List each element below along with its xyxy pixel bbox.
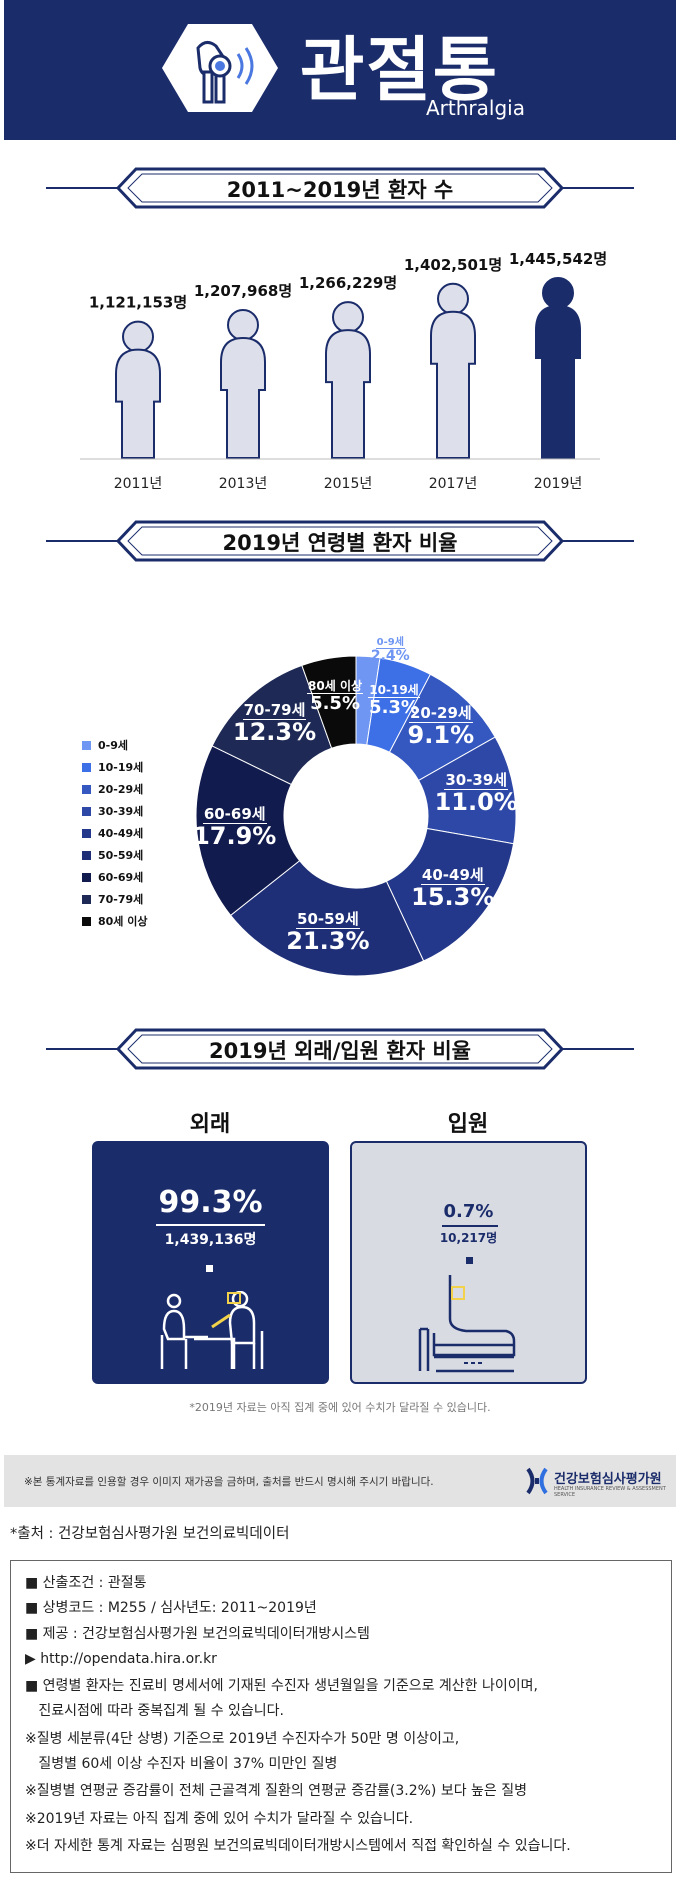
donut-label-70-79세: 70-79세 12.3% xyxy=(232,700,317,746)
donut-slice-80세 이상 xyxy=(301,655,357,749)
patient-count-label: 1,121,153명 xyxy=(89,294,187,312)
legend-item: 80세 이상 xyxy=(82,910,148,932)
donut-label-30-39세: 30-39세 11.0% xyxy=(434,770,518,816)
section-banner-age: 2019년 연령별 환자 비율 xyxy=(46,519,634,563)
info-line: ※더 자세한 통계 자료는 심평원 보건의료빅데이터개방시스템에서 직접 확인하… xyxy=(25,1837,571,1854)
section-title: 2019년 연령별 환자 비율 xyxy=(222,531,458,555)
inpatient-box: 0.7% 10,217명 xyxy=(350,1141,587,1384)
age-legend: 0-9세 10-19세 20-29세 30-39세 40-49세 50-59세 60-69세… xyxy=(82,734,148,932)
info-lines: ■ 산출조건 : 관절통 ■ 상병코드 : M255 / 심사년도: 2011~2… xyxy=(25,1573,571,1861)
info-box: ■ 산출조건 : 관절통 ■ 상병코드 : M255 / 심사년도: 2011~2… xyxy=(10,1560,672,1873)
inpatient-title: 입원 xyxy=(447,1112,489,1137)
page-subtitle: Arthralgia xyxy=(426,96,525,120)
info-line: ※질병별 연평균 증감률이 전체 근골격계 질환의 연평균 증감률(3.2%) … xyxy=(25,1783,528,1800)
info-line: ■ 연령별 환자는 진료비 명세서에 기재된 수진자 생년월일을 기준으로 계산… xyxy=(25,1678,538,1695)
banner-shape xyxy=(46,520,634,562)
outpatient-title: 외래 xyxy=(189,1112,231,1137)
doctor-consultation-icon xyxy=(160,1291,264,1369)
legend-item: 10-19세 xyxy=(82,756,148,778)
donut-slice-40-49세 xyxy=(385,827,515,962)
banner-shape xyxy=(46,167,634,209)
legend-item: 70-79세 xyxy=(82,888,148,910)
inout-note: *2019년 자료는 아직 집계 중에 있어 수치가 달라질 수 있습니다. xyxy=(189,1401,491,1414)
donut-label-60-69세: 60-69세 17.9% xyxy=(193,804,277,850)
year-label: 2011년 xyxy=(114,476,163,492)
donut-label-40-49세: 40-49세 15.3% xyxy=(411,865,495,911)
info-line: ※2019년 자료는 아직 집계 중에 있어 수치가 달라질 수 있습니다. xyxy=(25,1810,414,1827)
patients-chart: 1,121,153명 2011년 1,207,968명 2013년 1,266,229명… xyxy=(80,250,607,492)
donut-slice-50-59세 xyxy=(229,860,425,977)
info-line: ■ 제공 : 건강보험심사평가원 보건의료빅데이터개방시스템 xyxy=(25,1625,370,1642)
legend-item: 20-29세 xyxy=(82,778,148,800)
age-donut-chart xyxy=(195,655,517,977)
legend-item: 50-59세 xyxy=(82,844,148,866)
patient-count-label: 1,207,968명 xyxy=(194,282,292,300)
patient-count-label: 1,266,229명 xyxy=(299,274,397,292)
outpatient-box: 99.3% 1,439,136명 xyxy=(92,1141,329,1384)
donut-label-10-19세: 10-19세 5.3% xyxy=(368,683,420,719)
joint-icon xyxy=(162,24,278,112)
legend-item: 60-69세 xyxy=(82,866,148,888)
outpatient-percent: 99.3% xyxy=(158,1185,263,1220)
donut-label-20-29세: 20-29세 9.1% xyxy=(407,703,475,750)
hira-logo-text: 건강보험심사평가원 xyxy=(554,1472,662,1487)
patient-count-label: 1,445,542명 xyxy=(509,250,607,268)
header-banner xyxy=(4,0,676,140)
outpatient-count: 1,439,136명 xyxy=(164,1232,257,1248)
legend-item: 0-9세 xyxy=(82,734,148,756)
info-line: ■ 산출조건 : 관절통 xyxy=(25,1575,147,1591)
section-title: 2019년 외래/입원 환자 비율 xyxy=(209,1039,471,1063)
patient-count-label: 1,402,501명 xyxy=(404,256,502,274)
donut-slice-60-69세 xyxy=(195,745,301,917)
notice-text: ※본 통계자료를 인용할 경우 이미지 재가공을 금하며, 출처를 반드시 명시… xyxy=(24,1476,434,1488)
patient-figure-2013년 xyxy=(220,308,266,459)
patient-figure-2017년 xyxy=(430,282,476,459)
legend-item: 40-49세 xyxy=(82,822,148,844)
info-line: 질병별 60세 이상 수진자 비율이 37% 미만인 질병 xyxy=(25,1756,338,1773)
section-title: 2011~2019년 환자 수 xyxy=(226,178,454,202)
year-label: 2017년 xyxy=(429,476,478,492)
donut-label-50-59세: 50-59세 21.3% xyxy=(286,910,370,956)
year-label: 2013년 xyxy=(219,476,268,492)
patient-figure-2019년 xyxy=(535,277,581,459)
inpatient-percent: 0.7% xyxy=(443,1201,494,1222)
patient-figure-2011년 xyxy=(115,320,161,459)
info-line: ■ 상병코드 : M255 / 심사년도: 2011~2019년 xyxy=(25,1600,317,1617)
patient-figure-2015년 xyxy=(325,301,371,459)
info-line: 진료시점에 따라 중복집계 될 수 있습니다. xyxy=(25,1703,285,1720)
inpatient-count: 10,217명 xyxy=(439,1231,498,1245)
donut-label-80세 이상: 80세 이상 5.5% xyxy=(307,678,364,714)
year-label: 2019년 xyxy=(534,476,583,492)
legend-item: 30-39세 xyxy=(82,800,148,822)
hira-logo-icon xyxy=(526,1467,548,1495)
page-title: 관절통 xyxy=(300,29,500,111)
section-banner-patients: 2011~2019년 환자 수 xyxy=(46,166,634,210)
info-line[interactable]: ▶ http://opendata.hira.or.kr xyxy=(25,1650,217,1667)
donut-label-0-9세: 0-9세 2.4% xyxy=(370,637,410,664)
banner-shape xyxy=(46,1028,634,1070)
source-line: *출처 : 건강보험심사평가원 보건의료빅데이터 xyxy=(10,1526,290,1542)
info-line: ※질병 세분류(4단 상병) 기준으로 2019년 수진자수가 50만 명 이상… xyxy=(25,1730,460,1747)
hira-logo-subtext: HEALTH INSURANCE REVIEW & ASSESSMENT SER… xyxy=(554,1486,666,1498)
year-label: 2015년 xyxy=(324,476,373,492)
hospital-bed-icon xyxy=(418,1275,516,1373)
section-banner-inout: 2019년 외래/입원 환자 비율 xyxy=(46,1027,634,1071)
notice-bar: ※본 통계자료를 인용할 경우 이미지 재가공을 금하며, 출처를 반드시 명시… xyxy=(4,1455,676,1507)
